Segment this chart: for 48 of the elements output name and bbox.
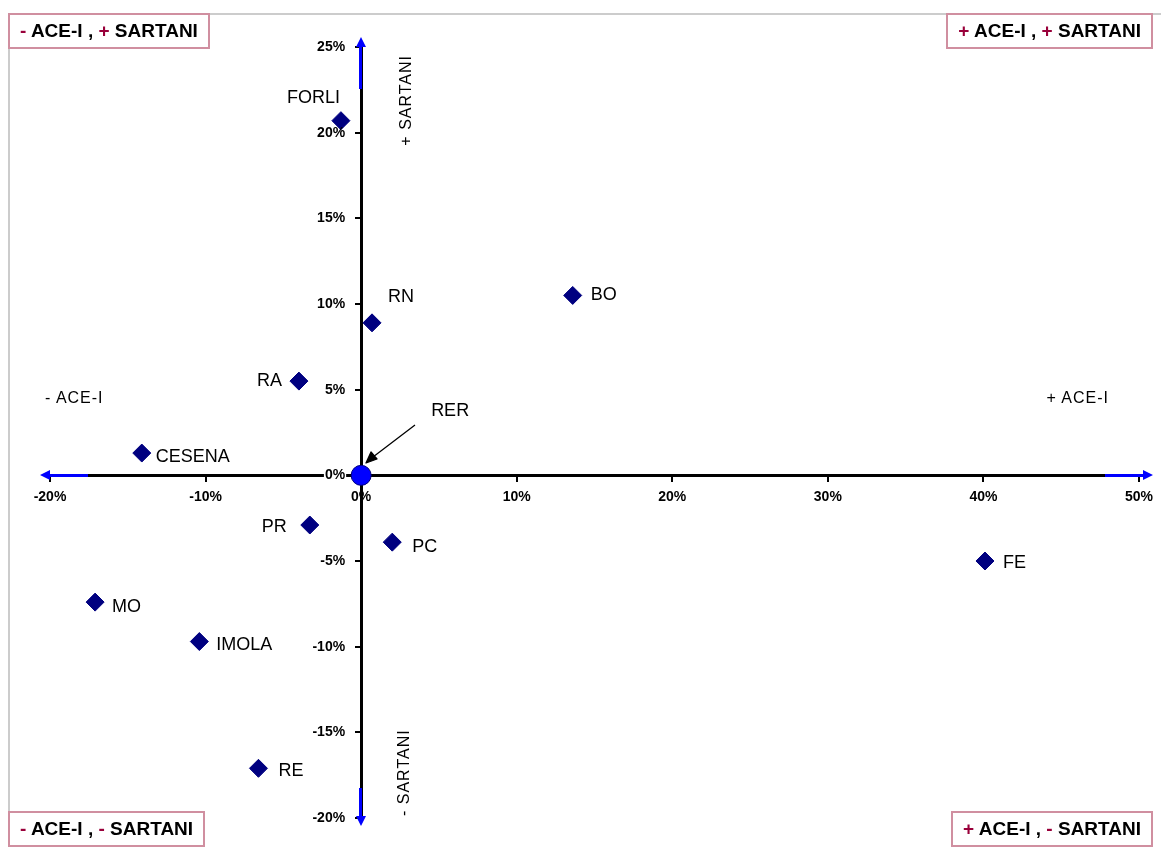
- y-tick-label: 10%: [317, 294, 346, 311]
- y-tick-label: 15%: [317, 209, 346, 226]
- annotation: RER: [431, 400, 470, 422]
- text: + ACE-I , - SARTANI: [963, 818, 1141, 839]
- y-tick-label: -20%: [312, 808, 346, 825]
- annotation: PC: [412, 536, 438, 557]
- y-tick-label: -10%: [312, 637, 346, 654]
- point: [350, 464, 372, 486]
- text: - ACE-I , + SARTANI: [20, 20, 198, 41]
- annotation: PR: [261, 515, 287, 536]
- x-tick-label: 10%: [502, 487, 532, 504]
- point: [563, 285, 583, 305]
- point: [248, 758, 268, 778]
- annotation: - ACE-I: [45, 389, 104, 408]
- y-tick-label: 0%: [324, 466, 346, 483]
- x-tick-label: 30%: [813, 487, 843, 504]
- annotation: FORLI: [286, 86, 340, 107]
- y-tick-label: -5%: [320, 551, 346, 568]
- point: [189, 632, 209, 652]
- point: [382, 532, 402, 552]
- annotation: FE: [1002, 551, 1026, 572]
- x-tick-label: 20%: [658, 487, 687, 504]
- point: [362, 313, 382, 333]
- annotation: BO: [590, 284, 617, 305]
- annotation: IMOLA: [216, 634, 273, 655]
- y-tick-label: -15%: [312, 723, 346, 740]
- point: [975, 551, 995, 571]
- annotation: MO: [112, 596, 142, 617]
- point: [300, 515, 320, 535]
- y-tick-label: 5%: [324, 380, 346, 397]
- annotation: RN: [388, 285, 415, 306]
- annotation: RE: [278, 760, 304, 781]
- text: + ACE-I , + SARTANI: [958, 20, 1141, 41]
- annotation: CESENA: [155, 446, 230, 467]
- text: - ACE-I , - SARTANI: [20, 818, 194, 839]
- x-tick-label: -10%: [189, 487, 223, 504]
- annotation: - SARTANI: [395, 729, 414, 816]
- annotation: + ACE-I: [1046, 389, 1109, 408]
- x-tick-label: -20%: [33, 487, 67, 504]
- point: [85, 592, 105, 612]
- x-tick-label: 40%: [969, 487, 998, 504]
- annotation: RA: [256, 370, 282, 391]
- point: [289, 371, 309, 391]
- annotation: + SARTANI: [397, 55, 416, 146]
- x-tick-label: 50%: [1124, 487, 1154, 504]
- point: [132, 443, 152, 463]
- y-tick-label: 20%: [317, 123, 346, 140]
- y-tick-label: 25%: [317, 37, 346, 54]
